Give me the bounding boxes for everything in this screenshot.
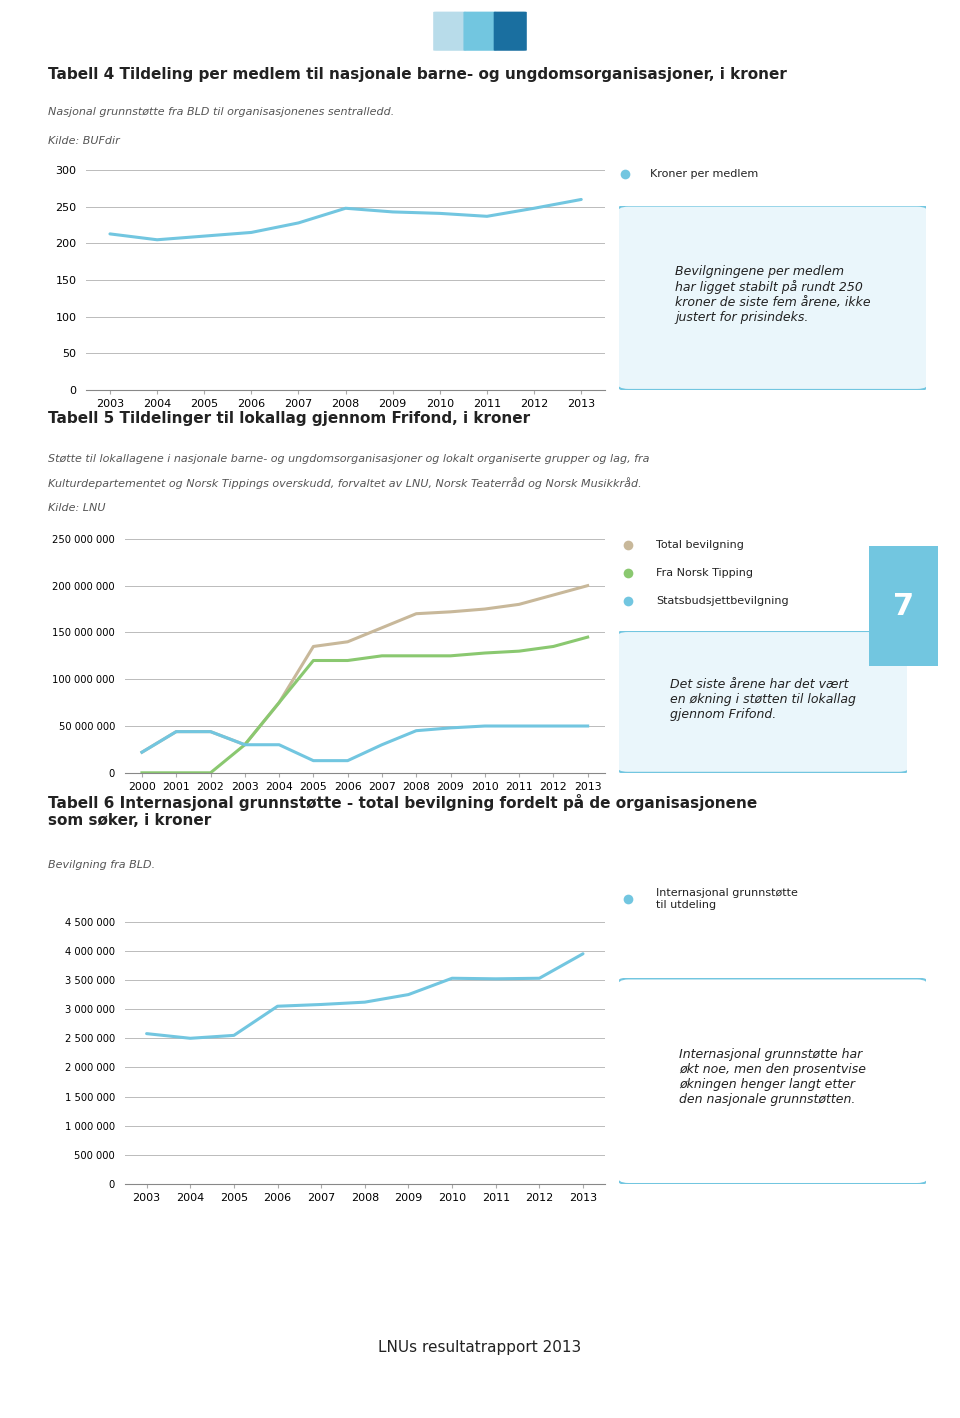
FancyBboxPatch shape: [616, 978, 929, 1184]
Text: LNUs resultatrapport 2013: LNUs resultatrapport 2013: [378, 1340, 582, 1354]
Text: Internasjonal grunnstøtte har
økt noe, men den prosentvise
økningen henger langt: Internasjonal grunnstøtte har økt noe, m…: [680, 1048, 866, 1106]
Text: Bevilgning fra BLD.: Bevilgning fra BLD.: [48, 859, 156, 869]
Text: Bevilgningene per medlem
har ligget stabilt på rundt 250
kroner de siste fem åre: Bevilgningene per medlem har ligget stab…: [675, 265, 871, 323]
FancyBboxPatch shape: [493, 11, 527, 51]
Text: Fra Norsk Tipping: Fra Norsk Tipping: [656, 567, 753, 577]
Text: 7: 7: [893, 591, 914, 621]
FancyBboxPatch shape: [464, 11, 496, 51]
Text: Internasjonal grunnstøtte
til utdeling: Internasjonal grunnstøtte til utdeling: [656, 888, 798, 910]
Text: Kilde: BUFdir: Kilde: BUFdir: [48, 136, 120, 146]
Text: Nasjonal grunnstøtte fra BLD til organisasjonenes sentralledd.: Nasjonal grunnstøtte fra BLD til organis…: [48, 108, 395, 118]
Text: Tabell 4 Tildeling per medlem til nasjonale barne- og ungdomsorganisasjoner, i k: Tabell 4 Tildeling per medlem til nasjon…: [48, 67, 787, 82]
Text: Kilde: LNU: Kilde: LNU: [48, 502, 106, 513]
Text: Kulturdepartementet og Norsk Tippings overskudd, forvaltet av LNU, Norsk Teaterr: Kulturdepartementet og Norsk Tippings ov…: [48, 476, 641, 489]
FancyBboxPatch shape: [616, 631, 910, 773]
FancyBboxPatch shape: [616, 206, 929, 390]
Text: Statsbudsjettbevilgning: Statsbudsjettbevilgning: [656, 596, 789, 605]
Text: Total bevilgning: Total bevilgning: [656, 539, 744, 550]
Text: Tabell 5 Tildelinger til lokallag gjennom Frifond, i kroner: Tabell 5 Tildelinger til lokallag gjenno…: [48, 411, 530, 427]
FancyBboxPatch shape: [868, 543, 939, 669]
FancyBboxPatch shape: [433, 11, 467, 51]
Text: Det siste årene har det vært
en økning i støtten til lokallag
gjennom Frifond.: Det siste årene har det vært en økning i…: [670, 678, 856, 720]
Text: Tabell 6 Internasjonal grunnstøtte - total bevilgning fordelt på de organisasjon: Tabell 6 Internasjonal grunnstøtte - tot…: [48, 794, 757, 828]
Text: Kroner per medlem: Kroner per medlem: [650, 169, 758, 179]
Text: Støtte til lokallagene i nasjonale barne- og ungdomsorganisasjoner og lokalt org: Støtte til lokallagene i nasjonale barne…: [48, 454, 650, 464]
